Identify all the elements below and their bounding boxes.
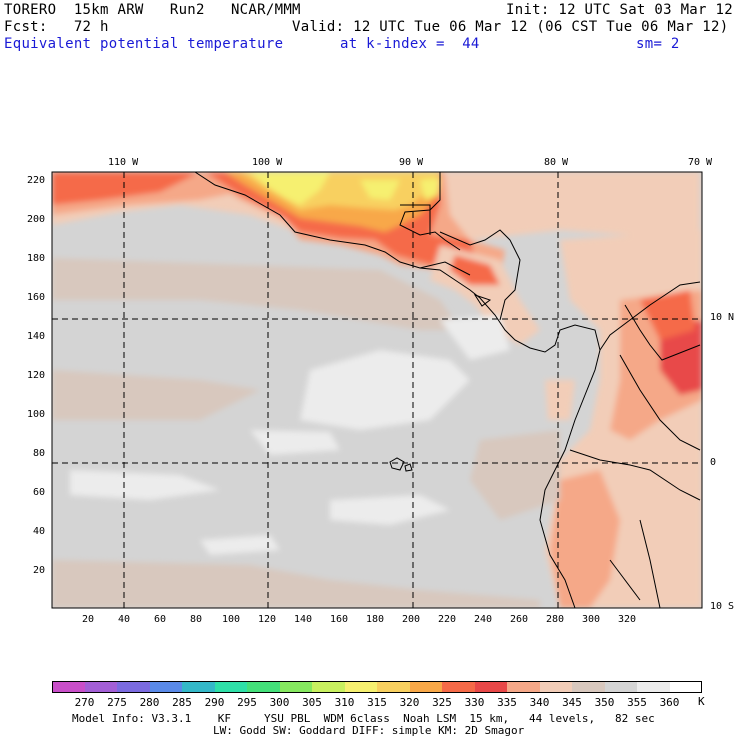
x-tick: 80 xyxy=(190,614,203,625)
init-time: Init: 12 UTC Sat 03 Mar 12 xyxy=(506,2,733,18)
lon-label-100w: 100 W xyxy=(252,157,283,168)
colorbar-swatch xyxy=(312,681,345,693)
colorbar-label: 325 xyxy=(432,696,452,709)
y-tick: 200 xyxy=(26,214,45,225)
colorbar-label: 280 xyxy=(139,696,160,709)
colorbar-label: 270 xyxy=(74,696,95,709)
x-tick: 260 xyxy=(510,614,529,625)
colorbar-swatch xyxy=(344,681,377,693)
x-tick: 320 xyxy=(618,614,637,625)
x-tick: 300 xyxy=(582,614,601,625)
map-frame xyxy=(51,171,703,609)
colorbar-label: 285 xyxy=(172,696,192,709)
colorbar-swatch xyxy=(377,681,410,693)
lon-label-70w: 70 W xyxy=(688,157,713,168)
colorbar-label: 340 xyxy=(529,696,550,709)
colorbar-swatch xyxy=(182,681,215,693)
colorbar-unit: K xyxy=(698,695,705,708)
lon-label-90w: 90 W xyxy=(399,157,424,168)
x-tick: 160 xyxy=(330,614,349,625)
x-tick: 220 xyxy=(438,614,457,625)
lat-label-0: 0 xyxy=(710,457,717,468)
colorbar-label: 350 xyxy=(594,696,615,709)
colorbar-swatch xyxy=(214,681,247,693)
colorbar-swatch xyxy=(149,681,182,693)
colorbar-label: 305 xyxy=(302,696,322,709)
colorbar-swatch xyxy=(604,681,637,693)
colorbar-swatch xyxy=(117,681,150,693)
colorbar-label: 360 xyxy=(659,696,680,709)
colorbar-label: 330 xyxy=(464,696,485,709)
y-tick: 220 xyxy=(26,175,45,186)
y-tick: 20 xyxy=(32,565,45,576)
level-label: at k-index = 44 xyxy=(340,36,480,52)
colorbar-swatch xyxy=(572,681,605,693)
x-tick: 120 xyxy=(258,614,277,625)
colorbar-label: 275 xyxy=(107,696,127,709)
colorbar-label: 295 xyxy=(237,696,257,709)
y-tick: 120 xyxy=(26,370,45,381)
colorbar-label: 320 xyxy=(399,696,420,709)
y-tick: 100 xyxy=(26,409,45,420)
theta-e-field xyxy=(52,172,702,608)
colorbar-swatch xyxy=(409,681,442,693)
forecast-hour: Fcst: 72 h xyxy=(4,19,109,35)
colorbar-label: 335 xyxy=(497,696,517,709)
model-info: Model Info: V3.3.1 KF YSU PBL WDM 6class… xyxy=(72,712,655,725)
colorbar-swatch xyxy=(474,681,507,693)
x-tick: 280 xyxy=(546,614,565,625)
colorbar-swatch xyxy=(669,681,702,693)
lat-label-10n: 10 N xyxy=(710,312,735,323)
x-tick: 140 xyxy=(294,614,313,625)
y-tick: 160 xyxy=(26,292,45,303)
colorbar-swatch xyxy=(52,681,85,693)
y-tick: 80 xyxy=(32,448,45,459)
valid-time: Valid: 12 UTC Tue 06 Mar 12 (06 CST Tue … xyxy=(292,19,729,35)
y-tick: 180 xyxy=(26,253,45,264)
x-tick: 40 xyxy=(118,614,131,625)
colorbar-label: 355 xyxy=(627,696,647,709)
y-tick: 140 xyxy=(26,331,45,342)
smoothing-label: sm= 2 xyxy=(636,36,680,52)
colorbar-swatch xyxy=(507,681,540,693)
x-tick: 200 xyxy=(402,614,421,625)
colorbar-label: 315 xyxy=(367,696,387,709)
colorbar-swatch xyxy=(637,681,670,693)
y-tick: 60 xyxy=(32,487,45,498)
lon-label-80w: 80 W xyxy=(544,157,569,168)
colorbar-label: 300 xyxy=(269,696,290,709)
lat-label-10s: 10 S xyxy=(710,601,735,612)
field-name: Equivalent potential temperature xyxy=(4,36,284,52)
x-tick: 100 xyxy=(222,614,241,625)
colorbar-swatch xyxy=(247,681,280,693)
graticule xyxy=(52,172,702,608)
colorbar-label: 290 xyxy=(204,696,225,709)
run-title: TORERO 15km ARW Run2 NCAR/MMM xyxy=(4,2,301,18)
x-tick: 240 xyxy=(474,614,493,625)
physics-info: LW: Godd SW: Goddard DIFF: simple KM: 2D… xyxy=(213,724,525,737)
colorbar-label: 345 xyxy=(562,696,582,709)
colorbar-swatch xyxy=(539,681,572,693)
colorbar-label: 310 xyxy=(334,696,355,709)
x-tick: 20 xyxy=(82,614,95,625)
y-tick: 40 xyxy=(32,526,45,537)
lon-label-110w: 110 W xyxy=(108,157,139,168)
x-tick: 60 xyxy=(154,614,167,625)
x-tick: 180 xyxy=(366,614,385,625)
colorbar-swatch xyxy=(442,681,475,693)
coastlines xyxy=(194,172,701,608)
colorbar-swatch xyxy=(279,681,312,693)
colorbar-swatch xyxy=(84,681,117,693)
